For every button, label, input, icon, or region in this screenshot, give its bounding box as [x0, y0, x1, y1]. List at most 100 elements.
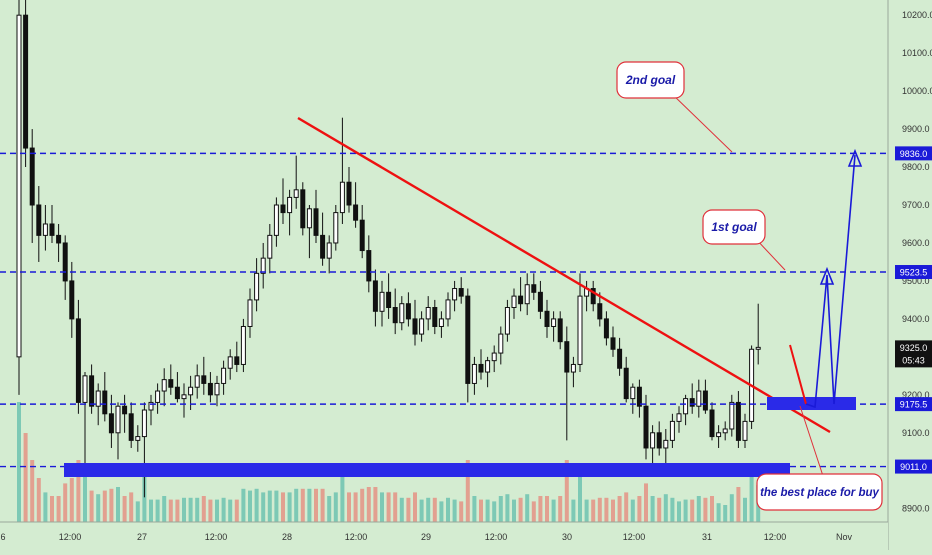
- candle[interactable]: [23, 14, 29, 149]
- candle[interactable]: [174, 386, 180, 400]
- candle[interactable]: [755, 346, 761, 350]
- candle[interactable]: [240, 325, 246, 365]
- candle[interactable]: [636, 386, 642, 407]
- candle[interactable]: [518, 295, 524, 305]
- candle[interactable]: [168, 379, 174, 388]
- candle[interactable]: [287, 196, 293, 214]
- candle[interactable]: [438, 318, 444, 327]
- candle[interactable]: [425, 307, 431, 320]
- candle[interactable]: [320, 234, 326, 259]
- candle[interactable]: [557, 318, 563, 343]
- candle[interactable]: [412, 318, 418, 335]
- candle[interactable]: [306, 208, 312, 229]
- candle[interactable]: [339, 181, 345, 214]
- candle[interactable]: [603, 318, 609, 339]
- candle[interactable]: [326, 242, 332, 259]
- candle[interactable]: [372, 280, 378, 312]
- callout-2nd-goal[interactable]: 2nd goal: [616, 61, 733, 153]
- candle[interactable]: [537, 291, 543, 312]
- candle[interactable]: [458, 288, 464, 297]
- candle[interactable]: [399, 303, 405, 324]
- callout-best-buy[interactable]: the best place for buy: [756, 405, 883, 511]
- candle[interactable]: [392, 307, 398, 324]
- candle[interactable]: [623, 367, 629, 400]
- candle[interactable]: [656, 432, 662, 449]
- candle[interactable]: [181, 394, 187, 400]
- candle[interactable]: [267, 234, 273, 259]
- support-zone[interactable]: [64, 463, 790, 477]
- candle[interactable]: [135, 436, 141, 441]
- candle[interactable]: [478, 363, 484, 373]
- candle[interactable]: [498, 333, 504, 354]
- candle[interactable]: [161, 379, 167, 392]
- candle[interactable]: [122, 405, 128, 415]
- candle[interactable]: [742, 420, 748, 441]
- candle[interactable]: [570, 363, 576, 373]
- candle[interactable]: [300, 189, 306, 229]
- candle[interactable]: [141, 409, 147, 438]
- candle[interactable]: [531, 284, 537, 293]
- candle[interactable]: [676, 413, 682, 422]
- candle[interactable]: [419, 318, 425, 335]
- candle[interactable]: [102, 390, 108, 415]
- candle[interactable]: [155, 390, 161, 403]
- candle[interactable]: [709, 409, 715, 438]
- candle[interactable]: [221, 367, 227, 384]
- candle[interactable]: [346, 181, 352, 206]
- candle[interactable]: [16, 14, 22, 358]
- candle[interactable]: [42, 223, 48, 236]
- candle[interactable]: [551, 318, 557, 327]
- candle[interactable]: [115, 405, 121, 434]
- candle[interactable]: [227, 356, 233, 369]
- candle[interactable]: [366, 250, 372, 282]
- candle[interactable]: [214, 382, 220, 396]
- candle[interactable]: [75, 318, 81, 403]
- candle[interactable]: [293, 189, 299, 198]
- candle[interactable]: [597, 303, 603, 320]
- candle[interactable]: [313, 208, 319, 236]
- candle[interactable]: [471, 363, 477, 384]
- candle[interactable]: [650, 432, 656, 449]
- candle[interactable]: [577, 295, 583, 365]
- candle[interactable]: [247, 299, 253, 327]
- candle[interactable]: [722, 428, 728, 434]
- candle[interactable]: [29, 147, 35, 206]
- candle[interactable]: [234, 356, 240, 365]
- candle[interactable]: [333, 212, 339, 244]
- candle[interactable]: [663, 439, 669, 449]
- candle[interactable]: [716, 432, 722, 438]
- candle[interactable]: [689, 398, 695, 407]
- candle[interactable]: [491, 352, 497, 362]
- candle[interactable]: [207, 382, 213, 396]
- trend-line[interactable]: [297, 116, 831, 434]
- buy-zone[interactable]: [767, 397, 856, 410]
- candle[interactable]: [405, 303, 411, 320]
- candle[interactable]: [735, 401, 741, 441]
- candle[interactable]: [56, 234, 62, 244]
- candle[interactable]: [524, 284, 530, 305]
- candle[interactable]: [696, 390, 702, 407]
- candle[interactable]: [617, 348, 623, 369]
- candle[interactable]: [95, 390, 101, 407]
- candle[interactable]: [432, 307, 438, 327]
- candle[interactable]: [610, 337, 616, 350]
- candle[interactable]: [69, 280, 75, 320]
- candle[interactable]: [386, 291, 392, 309]
- candle[interactable]: [485, 360, 491, 373]
- candle[interactable]: [194, 375, 200, 388]
- candle[interactable]: [62, 242, 68, 282]
- candle[interactable]: [683, 398, 689, 415]
- candle[interactable]: [643, 405, 649, 449]
- candle[interactable]: [590, 288, 596, 305]
- candle[interactable]: [359, 219, 365, 252]
- candle[interactable]: [280, 204, 286, 214]
- candle[interactable]: [260, 257, 266, 274]
- candle[interactable]: [379, 291, 385, 312]
- candle[interactable]: [729, 401, 735, 430]
- candle[interactable]: [504, 307, 510, 335]
- candle[interactable]: [188, 386, 194, 396]
- candle[interactable]: [445, 299, 451, 320]
- candle[interactable]: [201, 375, 207, 384]
